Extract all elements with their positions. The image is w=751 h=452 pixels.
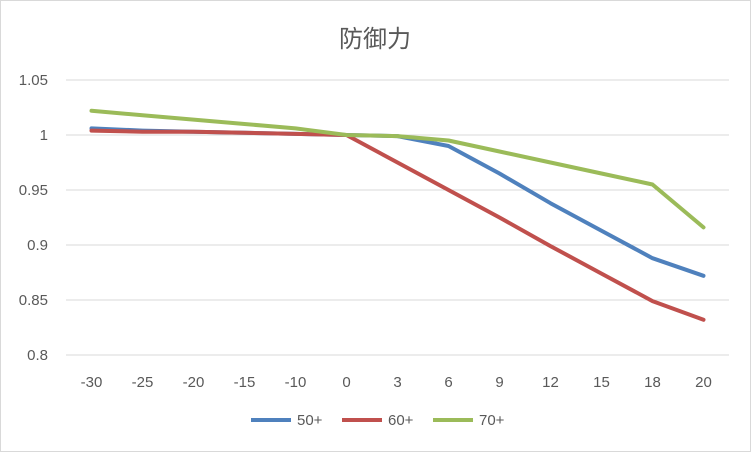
- series-line-60+: [89, 128, 706, 322]
- gridlines: [66, 79, 729, 356]
- x-tick-label: 18: [644, 374, 661, 391]
- y-tick-label: 0.8: [27, 347, 48, 364]
- y-axis-ticks: 0.8 0.85 0.9 0.95 1 1.05: [19, 72, 48, 364]
- series-line-70+: [89, 108, 706, 230]
- series-line-50+: [89, 126, 706, 278]
- x-tick-label: -15: [234, 374, 256, 391]
- x-axis-ticks: -30 -25 -20 -15 -10 0 3 6 9 12 15 18 20: [81, 374, 712, 391]
- legend-label: 50+: [297, 412, 323, 429]
- x-tick-label: 20: [695, 374, 712, 391]
- x-tick-label: -20: [183, 374, 205, 391]
- chart-title: 防御力: [339, 25, 411, 53]
- y-tick-label: 0.95: [19, 182, 48, 199]
- y-tick-label: 1.05: [19, 72, 48, 89]
- x-tick-label: 15: [593, 374, 610, 391]
- x-tick-label: -30: [81, 374, 103, 391]
- x-tick-label: 12: [542, 374, 559, 391]
- x-tick-label: 0: [342, 374, 350, 391]
- y-tick-label: 0.9: [27, 237, 48, 254]
- x-tick-label: 9: [495, 374, 503, 391]
- x-tick-label: 3: [393, 374, 401, 391]
- legend: 50+ 60+ 70+: [251, 412, 505, 429]
- x-tick-label: -25: [132, 374, 154, 391]
- y-tick-label: 0.85: [19, 292, 48, 309]
- x-tick-label: 6: [444, 374, 452, 391]
- x-tick-label: -10: [285, 374, 307, 391]
- legend-label: 60+: [388, 412, 414, 429]
- series-lines: [89, 108, 706, 322]
- legend-label: 70+: [479, 412, 505, 429]
- y-tick-label: 1: [40, 127, 48, 144]
